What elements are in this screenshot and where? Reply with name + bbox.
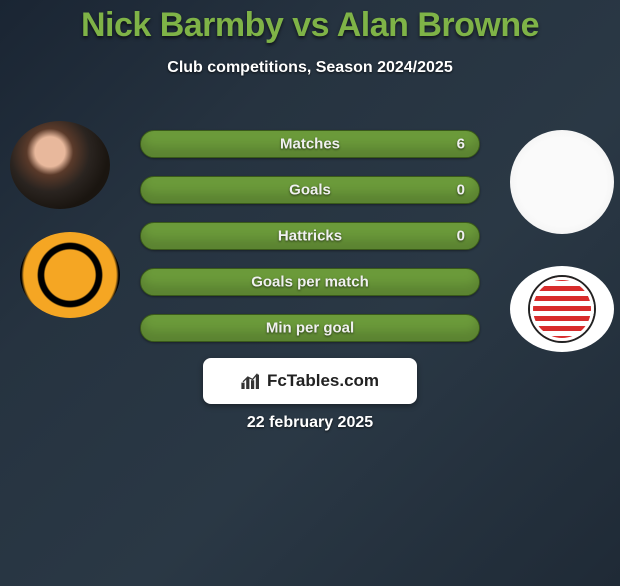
club-right-badge	[510, 266, 614, 352]
player-right-avatar	[510, 130, 614, 234]
stat-label: Matches	[280, 136, 340, 153]
stat-label: Goals per match	[251, 274, 369, 291]
stat-label: Goals	[289, 182, 331, 199]
date-text: 22 february 2025	[0, 414, 620, 432]
brand-box[interactable]: FcTables.com	[203, 358, 417, 404]
subtitle: Club competitions, Season 2024/2025	[0, 59, 620, 77]
stat-value: 6	[457, 136, 465, 153]
stat-label: Hattricks	[278, 228, 342, 245]
stat-bar-goals: Goals 0	[140, 176, 480, 204]
stat-value: 0	[457, 182, 465, 199]
stat-bar-goals-per-match: Goals per match	[140, 268, 480, 296]
stat-value: 0	[457, 228, 465, 245]
stat-label: Min per goal	[266, 320, 354, 337]
stat-bar-min-per-goal: Min per goal	[140, 314, 480, 342]
bars-icon	[241, 373, 261, 389]
stat-bar-matches: Matches 6	[140, 130, 480, 158]
club-left-badge	[20, 232, 120, 318]
player-left-avatar	[10, 121, 110, 209]
stats-bars: Matches 6 Goals 0 Hattricks 0 Goals per …	[140, 130, 480, 360]
brand-text: FcTables.com	[267, 371, 379, 391]
stat-bar-hattricks: Hattricks 0	[140, 222, 480, 250]
page-title: Nick Barmby vs Alan Browne	[0, 6, 620, 45]
